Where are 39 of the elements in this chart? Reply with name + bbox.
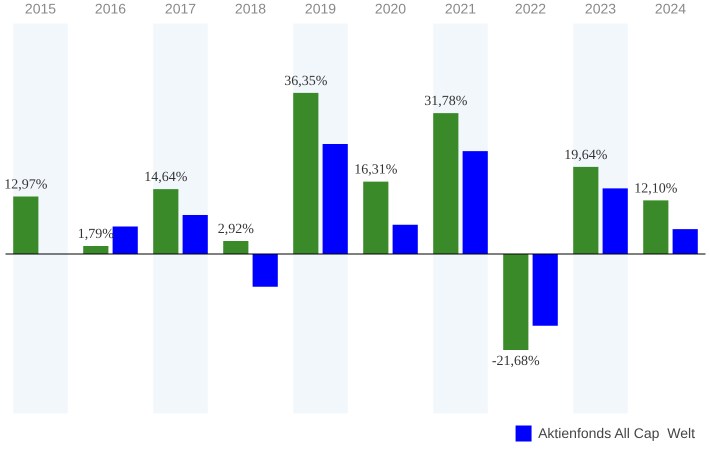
bar bbox=[322, 144, 348, 254]
bar bbox=[672, 229, 698, 254]
data-label: 14,64% bbox=[144, 170, 188, 186]
x-tick-label: 2015 bbox=[24, 0, 56, 16]
x-tick-label: 2023 bbox=[584, 0, 616, 16]
bar bbox=[153, 189, 178, 254]
data-label: -21,68% bbox=[492, 354, 540, 370]
bar bbox=[532, 254, 558, 326]
legend-label: Aktienfonds All Cap Welt bbox=[538, 425, 695, 441]
x-tick-label: 2022 bbox=[514, 0, 546, 16]
bar bbox=[462, 151, 488, 254]
bar bbox=[503, 254, 528, 350]
data-label: 12,97% bbox=[4, 177, 48, 192]
x-tick-label: 2016 bbox=[94, 0, 126, 16]
bar bbox=[643, 200, 668, 254]
bar bbox=[223, 241, 248, 254]
data-label: 19,64% bbox=[564, 148, 608, 163]
x-tick-label: 2024 bbox=[654, 0, 686, 16]
bar bbox=[293, 92, 318, 254]
bar bbox=[182, 214, 208, 254]
x-tick-label: 2018 bbox=[234, 0, 266, 16]
x-tick-label: 2020 bbox=[374, 0, 406, 16]
x-tick-label: 2017 bbox=[164, 0, 196, 16]
bar bbox=[392, 224, 418, 254]
bar bbox=[573, 166, 598, 254]
bar bbox=[13, 196, 38, 254]
x-tick-label: 2019 bbox=[304, 0, 336, 16]
data-label: 16,31% bbox=[354, 162, 398, 178]
bar bbox=[433, 113, 458, 254]
bar bbox=[112, 226, 138, 254]
x-tick-label: 2021 bbox=[444, 0, 476, 16]
data-label: 12,10% bbox=[634, 181, 678, 196]
data-label: 36,35% bbox=[284, 74, 328, 89]
data-label: 2,92% bbox=[218, 222, 254, 238]
bar bbox=[602, 188, 628, 254]
bar bbox=[363, 182, 388, 254]
bar bbox=[83, 246, 108, 254]
data-label: 31,78% bbox=[424, 94, 468, 110]
bar bbox=[252, 254, 278, 287]
